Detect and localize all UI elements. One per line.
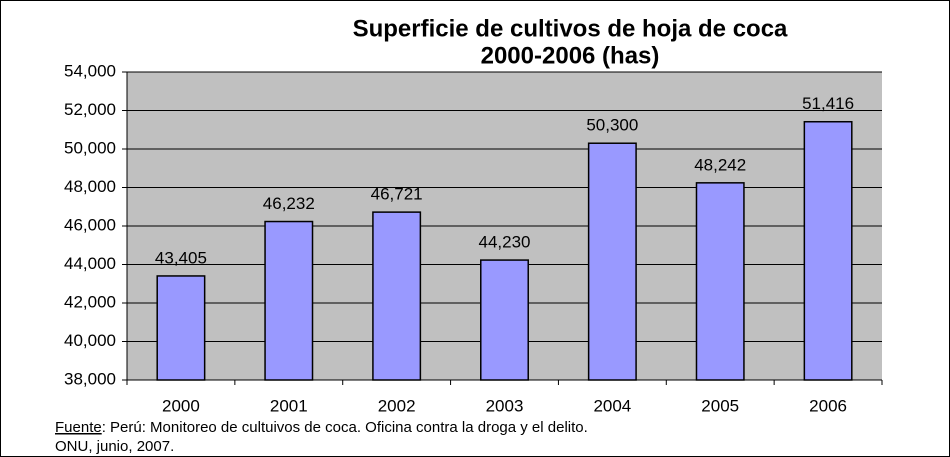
x-tick-label: 2003 [486, 396, 524, 415]
y-tick-label: 48,000 [64, 177, 116, 196]
source-text: ONU, junio, 2007. [55, 438, 174, 455]
bar [480, 259, 529, 381]
bar [695, 182, 745, 381]
source: Fuente: Perú: Monitoreo de cultuivos de … [55, 419, 588, 436]
y-tick-label: 40,000 [64, 331, 116, 350]
value-label: 44,230 [479, 233, 531, 252]
y-tick-label: 50,000 [64, 138, 116, 157]
bar [587, 142, 637, 381]
value-label: 50,300 [586, 116, 638, 135]
value-label: 43,405 [155, 248, 207, 267]
x-tick-label: 2004 [593, 396, 631, 415]
chart-title: Superficie de cultivos de hoja de coca [353, 15, 788, 42]
value-label: 46,721 [371, 185, 423, 204]
bar [803, 120, 853, 381]
x-tick-label: 2005 [701, 396, 739, 415]
value-label: 48,242 [694, 155, 746, 174]
value-label: 46,232 [263, 194, 315, 213]
source-text: : Perú: Monitoreo de cultuivos de coca. … [102, 419, 588, 436]
y-tick-label: 38,000 [64, 369, 116, 388]
bar [156, 275, 206, 381]
y-tick-label: 52,000 [64, 100, 116, 119]
y-tick-label: 44,000 [64, 254, 116, 273]
chart-title: 2000-2006 (has) [481, 42, 660, 69]
y-tick-label: 42,000 [64, 292, 116, 311]
bar [372, 211, 422, 381]
x-tick-label: 2006 [809, 396, 847, 415]
y-tick-label: 54,000 [64, 61, 116, 80]
y-tick-label: 46,000 [64, 215, 116, 234]
source-label: Fuente [55, 419, 102, 436]
x-tick-label: 2000 [162, 396, 200, 415]
x-tick-label: 2002 [378, 396, 416, 415]
x-tick-label: 2001 [270, 396, 308, 415]
value-label: 51,416 [802, 94, 854, 113]
bar [264, 220, 314, 381]
